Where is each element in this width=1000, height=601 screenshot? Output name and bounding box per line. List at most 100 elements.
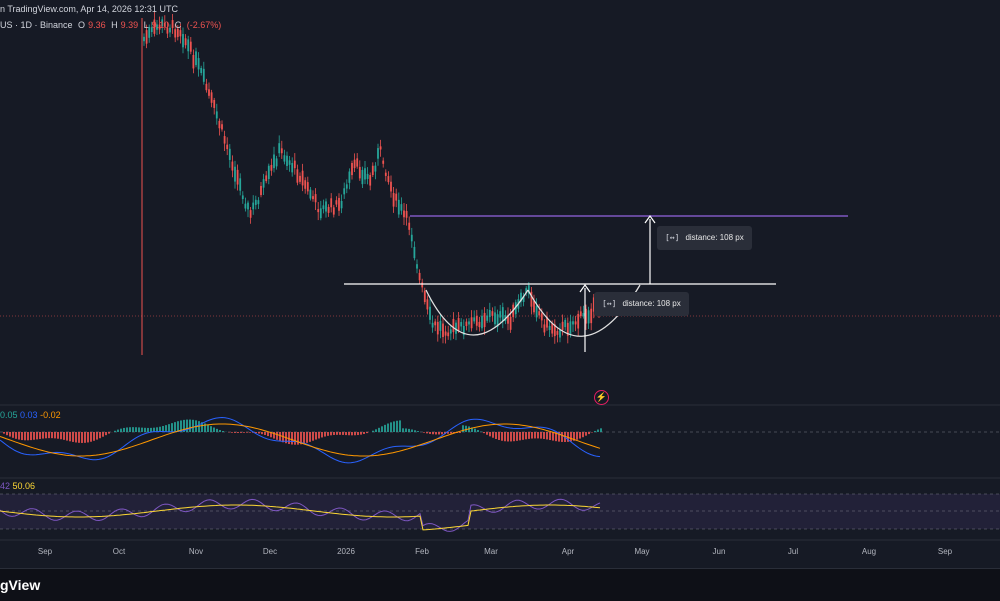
macd-histogram-bar <box>138 427 140 432</box>
low-label: L <box>144 20 149 30</box>
publish-info: n TradingView.com, Apr 14, 2026 12:31 UT… <box>0 4 178 14</box>
candle-body <box>237 170 239 185</box>
candle-body <box>510 317 512 330</box>
candle-body <box>406 211 408 218</box>
macd-histogram-bar <box>243 432 245 433</box>
macd-histogram-bar <box>504 432 506 441</box>
candle-body <box>354 160 356 168</box>
macd-histogram-bar <box>492 432 494 438</box>
distance-tooltip-1[interactable]: [↔]distance: 108 px <box>594 292 689 316</box>
macd-histogram-bar <box>489 432 491 436</box>
candle-body <box>385 173 387 176</box>
candle-body <box>219 121 221 128</box>
candle-body <box>580 311 582 316</box>
candle-body <box>346 184 348 188</box>
macd-histogram-bar <box>483 432 485 433</box>
macd-histogram-bar <box>168 424 170 432</box>
macd-histogram-bar <box>150 428 152 432</box>
macd-histogram-bar <box>78 432 80 443</box>
candle-body <box>281 148 283 153</box>
macd-histogram-bar <box>306 432 308 443</box>
macd-histogram-bar <box>189 420 191 432</box>
price-chart-svg[interactable] <box>0 0 1000 568</box>
candle-body <box>224 136 226 144</box>
macd-histogram-bar <box>15 432 17 439</box>
rsi-value: 42 <box>0 481 10 491</box>
brand-logo: gView <box>0 577 40 593</box>
change-value: (-2.67%) <box>187 20 222 30</box>
candle-body <box>180 30 182 36</box>
candle-body <box>234 167 236 182</box>
candle-body <box>440 321 442 331</box>
macd-histogram-bar <box>207 425 209 432</box>
macd-histogram-bar <box>429 432 431 434</box>
candle-body <box>294 161 296 169</box>
macd-histogram-bar <box>381 426 383 432</box>
macd-histogram-bar <box>51 432 53 438</box>
macd-histogram-bar <box>600 428 602 432</box>
macd-histogram-bar <box>3 432 5 434</box>
candle-body <box>458 318 460 331</box>
candle-body <box>416 264 418 268</box>
candle-body <box>369 175 371 186</box>
macd-histogram-bar <box>60 432 62 439</box>
candle-body <box>356 158 358 166</box>
candle-body <box>445 331 447 335</box>
macd-histogram-bar <box>357 432 359 435</box>
macd-histogram-bar <box>309 432 311 442</box>
macd-histogram-bar <box>561 432 563 442</box>
chart-area[interactable]: n TradingView.com, Apr 14, 2026 12:31 UT… <box>0 0 1000 568</box>
macd-histogram-bar <box>330 432 332 435</box>
candle-body <box>450 329 452 333</box>
time-axis-label: Mar <box>484 547 498 556</box>
candle-body <box>203 69 205 82</box>
time-axis-label: Sep <box>938 547 952 556</box>
candle-body <box>315 194 317 202</box>
candle-body <box>146 30 148 44</box>
macd-histogram-bar <box>516 432 518 441</box>
candle-body <box>460 322 462 326</box>
symbol-name[interactable]: US · 1D · Binance <box>0 20 73 30</box>
candle-body <box>195 51 197 65</box>
macd-histogram-bar <box>192 420 194 432</box>
candle-body <box>182 34 184 47</box>
candle-body <box>551 323 553 333</box>
distance-tooltip-2[interactable]: [↔]distance: 108 px <box>657 226 752 250</box>
candle-body <box>216 111 218 118</box>
macd-histogram-bar <box>315 432 317 440</box>
candle-body <box>375 166 377 172</box>
macd-histogram-bar <box>96 432 98 440</box>
candle-body <box>200 68 202 73</box>
macd-histogram-bar <box>348 432 350 435</box>
candle-body <box>320 208 322 218</box>
candle-body <box>304 180 306 189</box>
macd-histogram-bar <box>234 432 236 433</box>
macd-histogram-bar <box>33 432 35 440</box>
candle-body <box>351 163 353 175</box>
macd-histogram-bar <box>417 431 419 432</box>
macd-histogram-bar <box>120 429 122 432</box>
macd-histogram-bar <box>102 432 104 437</box>
candle-body <box>252 203 254 210</box>
macd-histogram-bar <box>75 432 77 442</box>
candle-body <box>221 124 223 129</box>
rsi-legend[interactable]: 42 50.06 <box>0 481 35 491</box>
candle-body <box>247 203 249 210</box>
lightning-icon[interactable]: ⚡ <box>594 390 609 405</box>
macd-histogram-bar <box>507 432 509 441</box>
macd-histogram-bar <box>279 432 281 441</box>
macd-histogram-bar <box>63 432 65 440</box>
macd-legend[interactable]: 0.05 0.03 -0.02 <box>0 410 61 420</box>
macd-histogram-bar <box>249 432 251 433</box>
open-label: O <box>78 20 85 30</box>
macd-histogram-bar <box>141 428 143 432</box>
time-axis-label: Apr <box>562 547 574 556</box>
candle-body <box>481 316 483 329</box>
candle-body <box>258 200 260 204</box>
macd-histogram-bar <box>339 432 341 435</box>
candle-body <box>499 311 501 318</box>
close-label: C <box>175 20 182 30</box>
bottom-bar: gView <box>0 568 1000 601</box>
macd-histogram-bar <box>351 432 353 435</box>
